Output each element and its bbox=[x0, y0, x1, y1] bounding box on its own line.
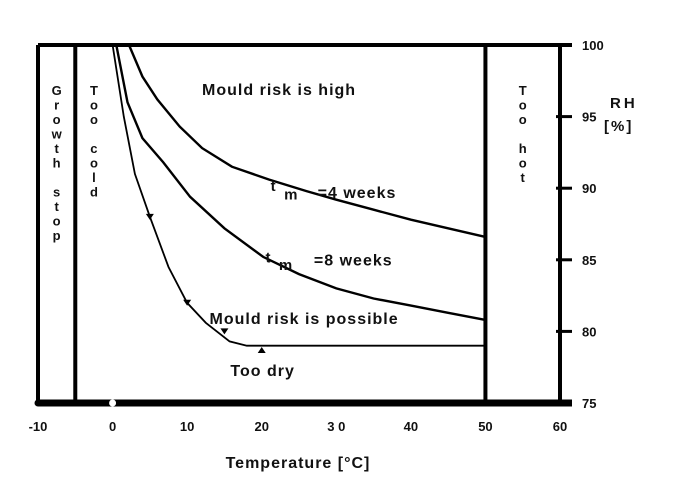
zone-label-letter: r bbox=[54, 98, 59, 113]
x-tick-label: 20 bbox=[254, 419, 268, 434]
y-tick-label: 85 bbox=[582, 253, 596, 268]
zone-label-letter: d bbox=[90, 185, 98, 200]
zone-label-letter: o bbox=[519, 156, 527, 171]
y-ticks: 75 80 85 90 95 100 bbox=[556, 38, 604, 411]
markers bbox=[145, 213, 266, 354]
annotation: t bbox=[271, 178, 277, 195]
zone-label-letter: p bbox=[53, 228, 61, 243]
zone-label-letter: t bbox=[54, 141, 59, 156]
zone-label-letter: o bbox=[519, 112, 527, 127]
annotation: m bbox=[279, 257, 293, 274]
zone-label-letter: t bbox=[54, 199, 59, 214]
zone-label-letter: T bbox=[519, 83, 527, 98]
triangle-marker bbox=[257, 347, 266, 354]
zone-label-letter: t bbox=[521, 170, 526, 185]
zone-label-letter: c bbox=[90, 141, 97, 156]
x-tick-mark bbox=[258, 399, 266, 407]
x-tick-mark bbox=[407, 399, 415, 407]
x-tick-label: 60 bbox=[553, 419, 567, 434]
zone-label-letter: T bbox=[90, 83, 98, 98]
annotation: Mould risk is high bbox=[202, 82, 356, 99]
x-axis-label: Temperature [°C] bbox=[226, 455, 371, 472]
annotation: Mould risk is possible bbox=[210, 311, 399, 328]
zone-label-letter: o bbox=[90, 112, 98, 127]
x-tick-mark bbox=[481, 399, 489, 407]
x-ticks: -10 0 10 20 3 0 40 50 60 bbox=[29, 399, 567, 434]
triangle-marker bbox=[183, 299, 192, 306]
x-tick-mark bbox=[183, 399, 191, 407]
annotation: Too dry bbox=[230, 363, 294, 380]
x-tick-label: 40 bbox=[404, 419, 418, 434]
x-tick-label: 10 bbox=[180, 419, 194, 434]
zone-label-letter: o bbox=[90, 98, 98, 113]
y-tick-label: 80 bbox=[582, 324, 596, 339]
annotation: =8 weeks bbox=[314, 253, 393, 270]
y-tick-label: 75 bbox=[582, 396, 596, 411]
x-tick-mark bbox=[332, 399, 340, 407]
zone-label-letter: h bbox=[53, 156, 61, 171]
x-tick-mark bbox=[109, 399, 117, 407]
x-tick-mark bbox=[34, 399, 42, 407]
annotation: m bbox=[284, 187, 298, 204]
annotation: t bbox=[265, 250, 271, 267]
zone-label-letter: o bbox=[90, 156, 98, 171]
y-axis-label-unit: [%] bbox=[604, 118, 633, 135]
zone-label-letter: s bbox=[53, 185, 60, 200]
y-tick-label: 95 bbox=[582, 110, 596, 125]
zone-label-letter: o bbox=[53, 214, 61, 229]
curve-1 bbox=[127, 44, 486, 239]
x-tick-label: 0 bbox=[109, 419, 116, 434]
zone-label-letter: h bbox=[519, 141, 527, 156]
zone-label-letter: w bbox=[51, 127, 63, 142]
x-tick-label: -10 bbox=[29, 419, 48, 434]
curve-3 bbox=[111, 44, 486, 347]
x-tick-label: 3 0 bbox=[327, 419, 345, 434]
curve-2 bbox=[115, 44, 486, 322]
x-tick-label: 50 bbox=[478, 419, 492, 434]
zone-label-letter: o bbox=[519, 98, 527, 113]
triangle-marker bbox=[220, 328, 229, 335]
y-tick-label: 100 bbox=[582, 38, 604, 53]
annotation: =4 weeks bbox=[318, 185, 397, 202]
y-tick-label: 90 bbox=[582, 181, 596, 196]
zone-label-letter: l bbox=[92, 170, 96, 185]
triangle-marker bbox=[145, 213, 154, 220]
y-axis-label-rh: RH bbox=[610, 95, 638, 112]
zone-label-letter: G bbox=[52, 83, 62, 98]
curves bbox=[111, 44, 486, 347]
zone-label-letter: o bbox=[53, 112, 61, 127]
